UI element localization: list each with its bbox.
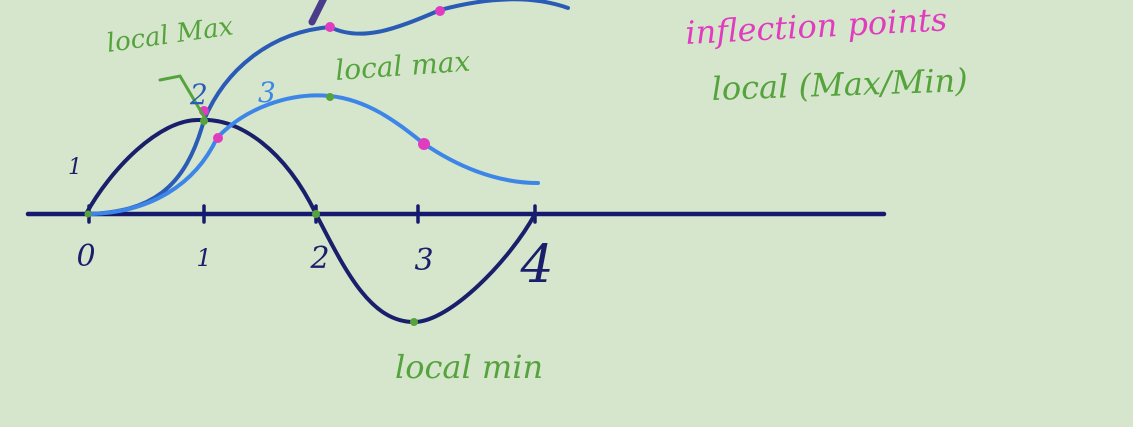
- curve-3-label: 3: [258, 76, 276, 109]
- inflection-point: [325, 22, 335, 32]
- tick-label-2: 2: [309, 241, 329, 276]
- inflection-points: [199, 6, 445, 150]
- extremum-points: [84, 93, 418, 326]
- curve-3: [90, 93, 540, 216]
- inflection-point: [213, 133, 223, 143]
- annotation-local-max-1: local Max: [105, 11, 236, 58]
- legend-inflection-points: inflection points: [684, 0, 948, 52]
- tick-label-0: 0: [76, 239, 95, 274]
- tick-labels: 0 1 2 3 4: [76, 235, 553, 295]
- legend-local-max-min: local (Max/Min): [711, 61, 968, 108]
- tick-label-1: 1: [196, 244, 211, 272]
- curve-1: [84, 117, 537, 325]
- curve-2: [86, 0, 570, 216]
- annotation-local-max-2: local max: [334, 45, 471, 87]
- extremum-point: [312, 210, 320, 218]
- pen-stroke-fragment: [308, 0, 327, 26]
- tick-label-4: 4: [519, 235, 553, 295]
- extremum-point: [84, 210, 92, 218]
- tick-label-3: 3: [414, 243, 433, 278]
- annotation-local-min: local min: [395, 348, 543, 386]
- inflection-point: [435, 6, 445, 16]
- curve-1-label: 1: [68, 155, 82, 180]
- inflection-point: [418, 138, 430, 150]
- extremum-point: [410, 318, 418, 326]
- curve-2-label: 2: [189, 78, 208, 111]
- pointer-line: [158, 74, 208, 122]
- extremum-point: [326, 93, 334, 101]
